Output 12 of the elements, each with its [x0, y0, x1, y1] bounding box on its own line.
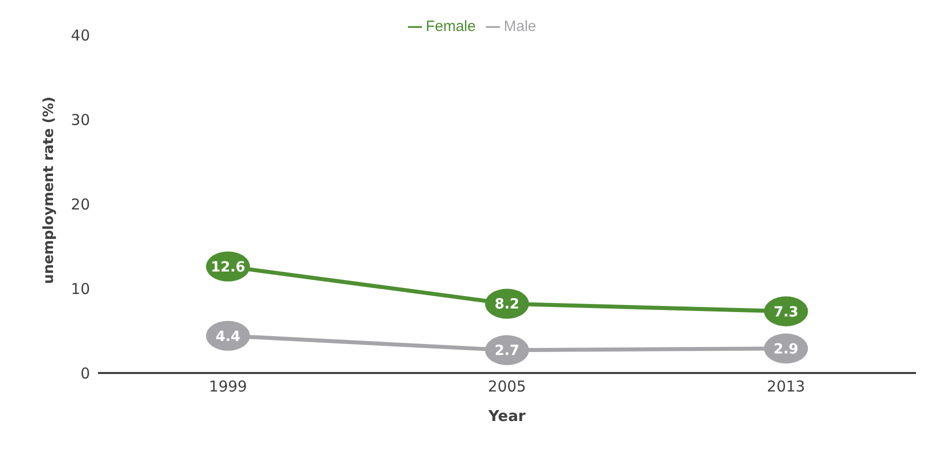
y-tick-label: 30 [70, 110, 90, 129]
y-tick-label: 0 [80, 364, 90, 382]
y-tick-label: 40 [70, 26, 90, 44]
legend-label: Male [504, 18, 536, 35]
y-tick-label: 20 [70, 195, 90, 214]
x-tick-label: 2013 [766, 378, 806, 396]
y-tick-label: 10 [70, 280, 90, 298]
x-tick-label: 1999 [208, 378, 248, 396]
legend-label: Female [426, 18, 476, 35]
y-axis-title: unemployment rate (%) [40, 96, 57, 284]
x-axis-title: Year [487, 407, 526, 425]
x-tick-label: 2005 [488, 378, 526, 396]
